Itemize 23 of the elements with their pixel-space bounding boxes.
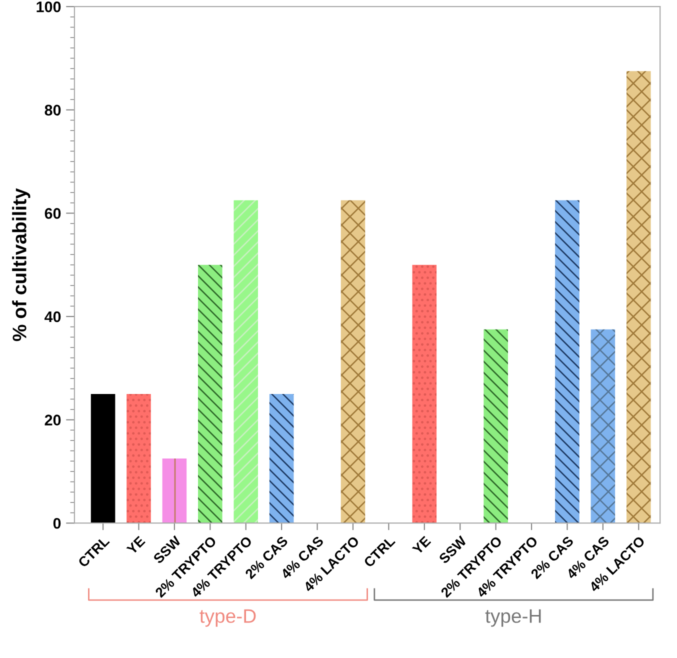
bar	[340, 200, 366, 524]
y-tick-label: 100	[36, 1, 61, 12]
bar	[590, 329, 616, 524]
bar	[626, 71, 651, 524]
text: type-H	[485, 609, 541, 627]
y-axis-title: % of cultivability	[12, 188, 30, 342]
bar	[126, 394, 151, 524]
bar	[269, 394, 294, 524]
bar	[162, 458, 187, 524]
x-tick-label: YE	[412, 536, 432, 555]
y-tick-label: 20	[44, 414, 61, 426]
y-tick-label: 60	[44, 208, 61, 219]
y-tick-label: 40	[44, 311, 61, 322]
bar	[484, 329, 508, 524]
bar	[90, 394, 116, 524]
x-tick-label: YE	[126, 536, 146, 555]
text: type-D	[200, 609, 256, 627]
y-tick-label: 80	[44, 104, 61, 116]
bar	[234, 200, 258, 524]
y-tick-label: 0	[53, 518, 61, 529]
bar	[412, 264, 437, 524]
bar	[555, 200, 580, 524]
bar	[198, 264, 222, 524]
